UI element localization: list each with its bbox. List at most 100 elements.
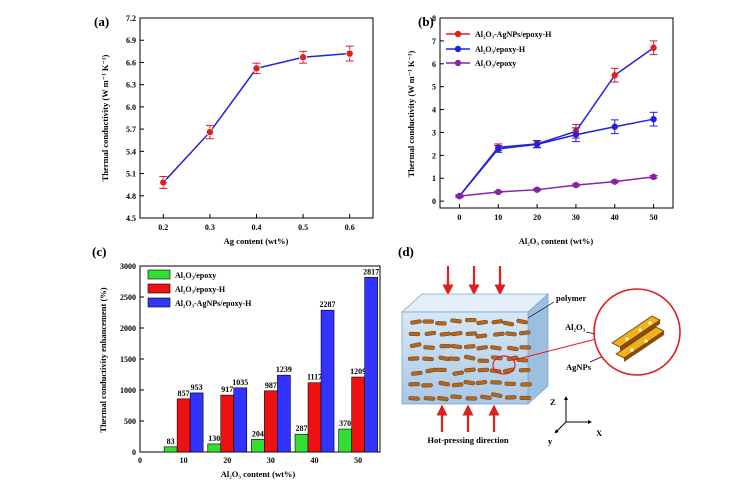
bar-value-label: 370 bbox=[339, 419, 351, 428]
al2o3-platelet bbox=[439, 331, 452, 337]
polymer-label: polymer bbox=[556, 293, 586, 303]
y-tick-label: 2500 bbox=[120, 293, 136, 302]
al2o3-platelet bbox=[464, 367, 476, 373]
series-line bbox=[458, 118, 654, 197]
x-axis-label: X bbox=[596, 428, 603, 438]
al2o3-platelet bbox=[408, 331, 421, 337]
bar bbox=[351, 376, 365, 453]
x-tick-label: 50 bbox=[650, 213, 658, 222]
data-point bbox=[533, 186, 541, 193]
al2o3-platelet bbox=[490, 345, 502, 351]
y-tick-label: 7.2 bbox=[126, 14, 136, 23]
zoomed-platelets bbox=[611, 315, 665, 362]
legend-label-epoxy-h: Al₂O₃/epoxy-H bbox=[175, 285, 226, 294]
al2o3-platelet bbox=[465, 396, 478, 401]
x-tick-label: 50 bbox=[354, 456, 362, 465]
bar bbox=[320, 309, 335, 453]
al2o3-platelet bbox=[451, 382, 464, 388]
bar bbox=[220, 394, 235, 453]
al2o3-platelet bbox=[438, 380, 450, 387]
panel-b-ticks: 0 10 20 30 40 50 0 1 2 3 4 5 6 7 8 bbox=[432, 14, 658, 222]
panel-a-plot-frame bbox=[139, 17, 374, 219]
al2o3-platelet bbox=[450, 343, 463, 350]
al2o3-platelet bbox=[407, 356, 420, 361]
al2o3-platelet bbox=[493, 331, 505, 337]
data-point bbox=[572, 131, 580, 138]
x-tick-label: 0.6 bbox=[345, 223, 355, 232]
bar-value-label: 204 bbox=[252, 429, 264, 438]
data-point bbox=[345, 49, 354, 58]
al2o3-platelet bbox=[518, 367, 531, 373]
legend-swatch-epoxy-h bbox=[147, 283, 171, 294]
al2o3-platelet bbox=[421, 383, 433, 388]
al2o3-platelet bbox=[439, 343, 451, 349]
x-tick-label: 20 bbox=[533, 213, 541, 222]
legend-marker-epoxy-h bbox=[454, 45, 462, 53]
al2o3-platelet bbox=[477, 358, 489, 363]
x-tick-label: 0 bbox=[138, 456, 142, 465]
data-point bbox=[650, 44, 657, 51]
panel-c: (c) 0 10 20 30 40 50050010001500200025003000 … bbox=[92, 244, 381, 479]
x-tick-label: 40 bbox=[311, 456, 319, 465]
bar bbox=[264, 390, 278, 453]
y-tick-label: 3 bbox=[432, 128, 436, 137]
al2o3-platelet bbox=[422, 319, 434, 324]
al2o3-platelet bbox=[435, 367, 447, 372]
y-tick-label: 7 bbox=[432, 37, 436, 46]
legend-label-epoxy: Al₂O₃/epoxy bbox=[175, 271, 216, 280]
bar bbox=[307, 382, 322, 453]
al2o3-platelet bbox=[480, 394, 492, 400]
data-point bbox=[495, 145, 502, 153]
al2o3-platelet bbox=[410, 342, 422, 348]
bar-value-label: 130 bbox=[208, 434, 220, 443]
panel-c-x-axis-title: Al₂O₃ content (wt%) bbox=[221, 469, 296, 479]
data-point bbox=[611, 123, 618, 130]
data-point bbox=[159, 178, 168, 187]
al2o3-platelet bbox=[464, 344, 476, 349]
al2o3-platelet bbox=[519, 395, 531, 400]
bar bbox=[233, 387, 248, 453]
al2o3-platelet bbox=[490, 380, 502, 385]
x-tick-label: 0.5 bbox=[298, 223, 308, 232]
al2o3-platelet bbox=[450, 318, 462, 324]
data-point bbox=[650, 115, 657, 123]
coordinate-axes: Z X y bbox=[548, 396, 603, 446]
box-top-face bbox=[400, 293, 550, 313]
y-tick-label: 6.9 bbox=[126, 36, 136, 45]
hot-pressing-direction-label: Hot-pressing direction bbox=[427, 435, 508, 445]
z-axis-label: Z bbox=[550, 397, 556, 407]
al2o3-platelet bbox=[435, 321, 447, 326]
al2o3-label: Al₂O₃ bbox=[565, 322, 586, 332]
panel-d-label: (d) bbox=[398, 244, 414, 259]
legend-marker-agnps bbox=[454, 30, 462, 38]
al2o3-platelet bbox=[505, 331, 517, 337]
bar-value-label: 83 bbox=[167, 437, 175, 446]
y-tick-label: 0 bbox=[432, 197, 436, 206]
y-tick-label: 0 bbox=[132, 448, 136, 457]
data-point bbox=[252, 64, 261, 73]
x-tick-label: 0 bbox=[457, 213, 461, 222]
agnp-dot bbox=[644, 339, 648, 343]
y-tick-label: 2000 bbox=[120, 324, 136, 333]
al2o3-platelet bbox=[520, 382, 532, 387]
al2o3-platelet bbox=[422, 356, 434, 362]
al2o3-platelet bbox=[424, 330, 437, 336]
al2o3-platelet bbox=[502, 320, 514, 327]
y-tick-label: 5.4 bbox=[126, 147, 136, 156]
data-point bbox=[205, 128, 214, 137]
panel-a-label: (a) bbox=[94, 14, 109, 29]
zoom-circle-small bbox=[492, 355, 516, 375]
bar bbox=[277, 374, 291, 453]
data-point bbox=[611, 178, 618, 185]
panel-b: (b) 0 10 20 30 40 50 0 1 2 3 4 5 6 7 8 Al₂O₃ content (… bbox=[406, 14, 674, 246]
panel-b-x-axis-title: Al₂O₃ content (wt%) bbox=[519, 236, 594, 246]
y-tick-label: 500 bbox=[124, 417, 136, 426]
data-point bbox=[533, 141, 541, 148]
al2o3-platelet bbox=[475, 333, 488, 339]
y-axis-arrow bbox=[554, 421, 567, 434]
panel-c-label: (c) bbox=[92, 244, 106, 259]
y-tick-label: 6.0 bbox=[126, 103, 136, 112]
box-side-face bbox=[527, 293, 549, 405]
